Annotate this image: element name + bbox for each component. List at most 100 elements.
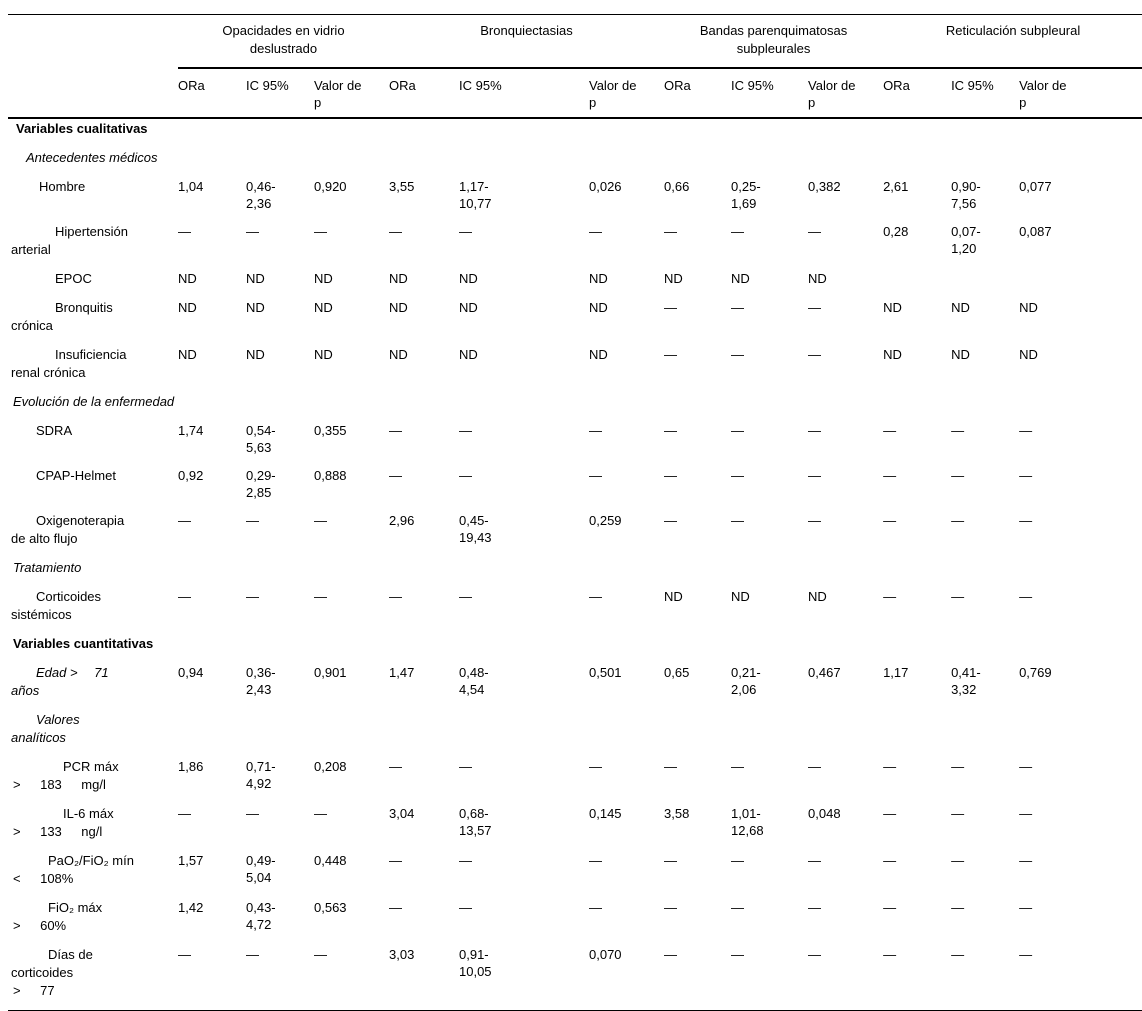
group-header-bandas: Bandas parenquimatosas subpleurales: [664, 14, 884, 69]
value-cell: [883, 148, 951, 177]
value-cell: 0,769: [1019, 665, 1052, 680]
row-label-line: CPAP-Helmet: [36, 468, 116, 483]
value-cell: 0,91- 10,05: [459, 947, 492, 979]
value-cell: 0,920: [314, 179, 347, 194]
table-row: Antecedentes médicos: [8, 148, 1142, 177]
value-cell: —: [1019, 947, 1033, 962]
value-cell: [389, 558, 459, 587]
value-cell: —: [664, 300, 678, 315]
value-cell: [883, 392, 951, 421]
value-cell: 0,07- 1,20: [951, 224, 981, 256]
value-cell: —: [246, 224, 259, 239]
value-cell: ND: [246, 300, 265, 315]
value-cell: —: [883, 759, 897, 774]
value-cell: —: [459, 423, 472, 438]
value-cell: [178, 634, 246, 663]
value-cell: [178, 558, 246, 587]
value-cell: —: [314, 224, 327, 239]
value-cell: [951, 634, 1019, 663]
value-cell: —: [808, 423, 822, 438]
value-cell: —: [664, 853, 678, 868]
row-label: Insuficiencia renal crónica: [8, 345, 178, 392]
row-label: Hombre: [8, 177, 178, 222]
value-cell: 0,49- 5,04: [246, 853, 276, 885]
value-cell: [314, 710, 389, 757]
value-cell: 0,46- 2,36: [246, 179, 276, 211]
value-cell: 0,563: [314, 900, 347, 915]
value-cell: [314, 558, 389, 587]
value-cell: —: [314, 589, 327, 604]
value-cell: —: [389, 224, 402, 239]
value-cell: —: [883, 589, 897, 604]
value-cell: —: [951, 589, 965, 604]
row-label-line: años: [11, 683, 40, 698]
value-cell: 1,17- 10,77: [459, 179, 492, 211]
value-cell: 0,54- 5,63: [246, 423, 276, 455]
regression-results-table: Opacidades en vidrio deslustrado Bronqui…: [8, 14, 1142, 1011]
value-cell: —: [951, 947, 965, 962]
value-cell: [1019, 269, 1142, 298]
value-cell: 0,21- 2,06: [731, 665, 761, 697]
row-label: Variables cuantitativas: [8, 634, 178, 663]
value-cell: 0,901: [314, 665, 347, 680]
value-cell: —: [808, 853, 822, 868]
col-header-ora: ORa: [178, 68, 246, 119]
value-cell: [389, 148, 459, 177]
value-cell: —: [883, 947, 897, 962]
value-cell: 3,04: [389, 806, 415, 821]
value-cell: ND: [178, 300, 197, 315]
value-cell: —: [731, 853, 745, 868]
value-cell: [1019, 710, 1142, 757]
value-cell: 0,71- 4,92: [246, 759, 276, 791]
table-row: Hombre 1,04 0,46- 2,36 0,920 3,55 1,17- 10,77…: [8, 177, 1142, 222]
row-label-line: renal crónica: [11, 365, 86, 380]
row-label-line: > 60%: [13, 918, 67, 933]
table-row: Evolución de la enfermedad: [8, 392, 1142, 421]
value-cell: —: [951, 468, 965, 483]
value-cell: —: [808, 468, 822, 483]
row-label-line: FiO₂ máx: [48, 900, 103, 915]
value-cell: —: [389, 853, 402, 868]
value-cell: ND: [389, 300, 408, 315]
value-cell: ND: [459, 347, 478, 362]
value-cell: —: [808, 224, 822, 239]
value-cell: [1019, 118, 1142, 148]
value-cell: 0,145: [589, 806, 622, 821]
value-cell: 0,94: [178, 665, 204, 680]
value-cell: —: [589, 468, 602, 483]
value-cell: —: [246, 806, 259, 821]
value-cell: [314, 392, 389, 421]
value-cell: 1,17: [883, 665, 909, 680]
value-cell: 0,259: [589, 513, 622, 528]
row-label: Días de corticoides > 77: [8, 945, 178, 1011]
value-cell: 1,04: [178, 179, 204, 194]
table-row: SDRA 1,74 0,54- 5,63 0,355 — — — — — — — — —: [8, 421, 1142, 466]
table-row: Corticoides sistémicos — — — — — — ND ND ND — — —: [8, 587, 1142, 634]
value-cell: [589, 634, 664, 663]
table-row: FiO₂ máx > 60% 1,42 0,43- 4,72 0,563 — — — — — — — —…: [8, 898, 1142, 945]
value-cell: [951, 148, 1019, 177]
value-cell: ND: [246, 271, 265, 286]
value-cell: —: [808, 300, 822, 315]
row-label-line: > 183 mg/l: [13, 777, 106, 792]
table-body: Variables cualitativas Antecedentes médic…: [8, 118, 1142, 1011]
value-cell: [389, 634, 459, 663]
value-cell: [883, 269, 951, 298]
row-label: Variables cualitativas: [8, 118, 178, 148]
value-cell: [589, 118, 664, 148]
value-cell: 1,57: [178, 853, 204, 868]
corner-cell: [8, 15, 178, 69]
value-cell: [731, 634, 808, 663]
col-header-valor-p: Valor de p: [589, 68, 665, 119]
col-header-valor-p: Valor de p: [808, 68, 884, 119]
value-cell: [808, 558, 883, 587]
value-cell: ND: [951, 300, 970, 315]
value-cell: —: [883, 423, 897, 438]
value-cell: [459, 148, 589, 177]
value-cell: [589, 558, 664, 587]
table-row: EPOC ND ND ND ND ND ND ND ND ND: [8, 269, 1142, 298]
value-cell: [314, 634, 389, 663]
value-cell: —: [664, 759, 678, 774]
table-row: Variables cuantitativas: [8, 634, 1142, 663]
value-cell: —: [178, 224, 191, 239]
